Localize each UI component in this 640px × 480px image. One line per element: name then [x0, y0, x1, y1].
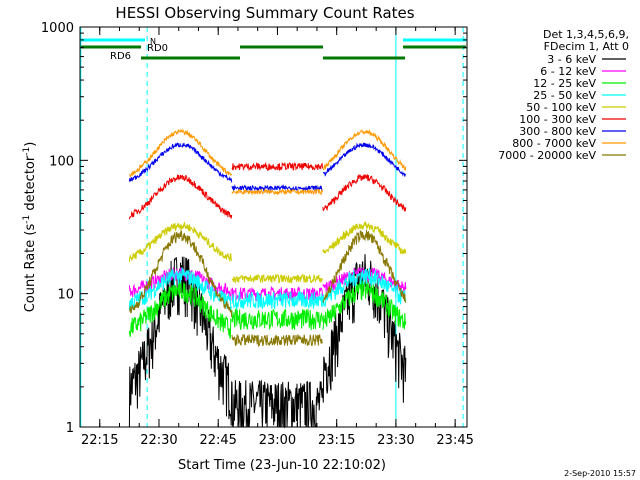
series-line-8	[129, 229, 407, 347]
y-tick-label-0: 1	[66, 421, 74, 436]
y-axis-ticks: 1 10 100 1000	[41, 21, 467, 436]
y-tick-label-2: 100	[49, 154, 74, 169]
legend-label-6: 300 - 800 keV	[519, 125, 596, 138]
legend-header-1: FDecim 1, Att 0	[544, 40, 629, 53]
series-line-5	[128, 161, 407, 220]
timestamp: 2-Sep-2010 15:57	[564, 469, 636, 478]
series-line-6	[128, 141, 407, 193]
y-axis-label-sup2: -1	[22, 147, 32, 156]
series-line-4	[128, 221, 407, 284]
x-tick-label-0: 22:15	[81, 433, 118, 448]
legend-label-3: 25 - 50 keV	[533, 89, 596, 102]
x-tick-label-1: 22:30	[140, 433, 177, 448]
y-axis-label-mid: detector	[23, 155, 38, 215]
x-tick-label-6: 23:45	[436, 433, 473, 448]
x-tick-label-5: 23:30	[377, 433, 414, 448]
legend-label-8: 7000 - 20000 keV	[498, 149, 596, 162]
legend-label-1: 6 - 12 keV	[540, 65, 596, 78]
legend: Det 1,3,4,5,6,9,FDecim 1, Att 03 - 6 keV…	[498, 28, 629, 162]
y-tick-label-1: 10	[57, 288, 74, 303]
x-tick-label-3: 23:00	[259, 433, 296, 448]
plot-frame	[79, 26, 468, 428]
flag-rd0-label: RD0	[147, 43, 168, 54]
flag-rd6-label: RD6	[110, 51, 131, 62]
legend-label-0: 3 - 6 keV	[547, 53, 596, 66]
x-axis-label: Start Time (23-Jun-10 22:10:02)	[178, 458, 386, 473]
legend-label-4: 50 - 100 keV	[526, 101, 596, 114]
series-line-3	[128, 267, 407, 311]
legend-header-0: Det 1,3,4,5,6,9,	[543, 28, 629, 41]
y-axis-label-main: Count Rate (s	[23, 224, 38, 313]
x-tick-label-4: 23:15	[318, 433, 355, 448]
legend-label-7: 800 - 7000 keV	[512, 137, 596, 150]
legend-label-5: 100 - 300 keV	[519, 113, 596, 126]
chart-title: HESSI Observing Summary Count Rates	[115, 4, 414, 22]
y-tick-label-3: 1000	[41, 21, 74, 36]
x-axis-ticks: 22:15 22:30 22:45 23:00 23:15 23:30 23:45	[79, 27, 474, 448]
legend-label-2: 12 - 25 keV	[533, 77, 596, 90]
flag-n-label: N	[150, 37, 156, 46]
x-tick-label-2: 22:45	[199, 433, 236, 448]
y-axis-label: Count Rate (s-1 detector-1)	[22, 142, 38, 313]
y-axis-label-sup1: -1	[22, 215, 32, 224]
y-axis-label-end: )	[23, 142, 38, 147]
series-line-7	[129, 128, 407, 196]
